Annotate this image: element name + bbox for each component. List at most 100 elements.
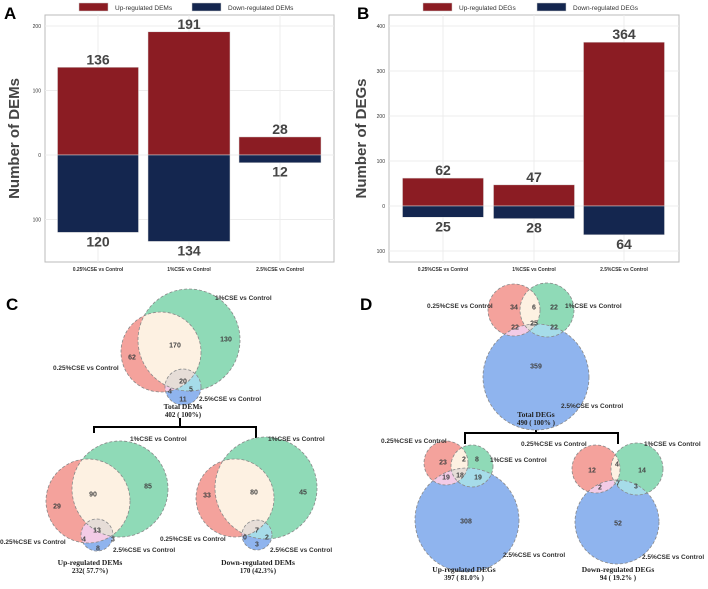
count-ab: 4: [615, 462, 619, 469]
tree-connector-c: [93, 418, 257, 438]
count-abc: 7: [255, 528, 259, 535]
chart-a-dems: 200 100 0 100 136 120 0.25%CSE vs Control 191 13…: [6, 2, 335, 273]
count-a_only: 33: [203, 493, 211, 500]
venn-caption: Up-regulated DEGs: [432, 565, 495, 574]
y-axis-title: Number of DEGs: [353, 78, 370, 198]
count-a_only: 62: [128, 355, 136, 362]
legend-swatch-up: [78, 2, 109, 12]
venn-d-down: 12 4 14 7 2 3 52 0.25%CSE vs Control 1%CSE vs Co…: [521, 441, 704, 582]
count-c_only: 52: [614, 521, 622, 528]
set-circle-c: [575, 480, 659, 564]
y-tick-label: 0: [38, 153, 41, 159]
data-label-down: 64: [616, 236, 632, 252]
data-label-up: 364: [612, 26, 636, 42]
bar-up: [402, 177, 484, 207]
count-ab: 90: [89, 492, 97, 499]
venn-d-total: 34 6 22 25 22 22 359 0.25%CSE vs Control 1%CSE v…: [427, 282, 623, 431]
venn-c-total: 170 130 62 20 4 511 0.25%CSE vs Control 1%CSE v…: [53, 288, 272, 419]
set-outline-c: [414, 467, 520, 573]
x-tick-label: 2.5%CSE vs Control: [256, 267, 304, 273]
count-ac: 0: [243, 535, 247, 542]
panel-label-a: A: [4, 4, 16, 23]
legend-label-down: Down-regulated DEGs: [573, 5, 639, 12]
set-label-a: 0.25%CSE vs Control: [160, 536, 226, 543]
bar-down: [493, 205, 575, 219]
set-outline-b: [519, 282, 575, 338]
venn-caption: Up-regulated DEMs: [58, 558, 123, 567]
set-label-b: 1%CSE vs Control: [130, 436, 187, 443]
set-outline-a: [195, 458, 275, 538]
set-label-c: 2.5%CSE vs Control: [270, 547, 332, 554]
x-tick-label: 0.25%CSE vs Control: [73, 267, 124, 273]
venn-caption-count: 170 (42.3%): [240, 567, 277, 575]
legend-label-up: Up-regulated DEGs: [459, 5, 516, 12]
set-outline-c: [482, 323, 590, 431]
set-label-a: 0.25%CSE vs Control: [427, 303, 493, 310]
set-outline-a: [423, 440, 469, 486]
legend-swatch-up: [422, 2, 453, 12]
count-bc: 19: [474, 475, 482, 482]
y-axis-title: Number of DEMs: [6, 78, 23, 199]
set-label-b: 1%CSE vs Control: [644, 441, 701, 448]
set-label-a: 0.25%CSE vs Control: [521, 441, 587, 448]
set-outline-c: [164, 368, 202, 406]
set-label-c: 2.5%CSE vs Control: [642, 554, 704, 561]
data-label-down: 12: [272, 164, 288, 180]
y-tick-label: 400: [377, 24, 386, 30]
set-outline-b: [610, 442, 664, 496]
legend-swatch-down: [191, 2, 222, 12]
x-tick-label: 1%CSE vs Control: [512, 267, 556, 273]
venn-caption: Total DEMs: [164, 402, 203, 411]
region-ab-fill: [72, 459, 130, 537]
venn-caption-count: 397 ( 81.0% ): [444, 574, 484, 582]
set-label-b: 1%CSE vs Control: [215, 295, 272, 302]
set-outline-c: [80, 518, 114, 552]
x-tick-label: 1%CSE vs Control: [167, 267, 211, 273]
venn-caption-count: 232( 57.7%): [72, 567, 109, 575]
panel-label-d: D: [360, 295, 372, 314]
set-label-b: 1%CSE vs Control: [268, 436, 325, 443]
data-label-up: 191: [177, 16, 201, 32]
set-outline-c: [241, 519, 273, 551]
y-tick-label: 100: [33, 218, 42, 224]
count-b_only: 8: [475, 457, 479, 464]
y-tick-label: 300: [377, 69, 386, 75]
venn-caption-count: 490 ( 100% ): [517, 419, 556, 427]
set-label-a: 0.25%CSE vs Control: [0, 539, 66, 546]
set-outline-a: [487, 283, 541, 337]
count-b_only: 85: [144, 484, 152, 491]
count-ab: 2: [462, 457, 466, 464]
count-ac: 2: [598, 485, 602, 492]
venn-caption-count: 402 ( 100%): [165, 411, 202, 419]
set-circle-c: [415, 468, 519, 572]
bar-down: [57, 154, 139, 233]
region-ab-fill: [215, 459, 274, 537]
count-bc: 3: [111, 537, 115, 544]
count-bc: 22: [550, 325, 558, 332]
set-label-b: 1%CSE vs Control: [490, 457, 547, 464]
count-c_only: 11: [179, 397, 187, 404]
set-outline-a: [571, 444, 621, 494]
data-label-up: 62: [435, 162, 451, 178]
set-outline-b: [71, 440, 169, 538]
y-tick-label: 0: [382, 204, 385, 210]
set-label-a: 0.25%CSE vs Control: [53, 365, 119, 372]
count-b_only: 130: [220, 337, 232, 344]
data-label-up: 136: [86, 51, 110, 67]
legend-label-down: Down-regulated DEMs: [228, 5, 294, 12]
data-label-up: 47: [526, 169, 542, 185]
count-ab: 6: [532, 305, 536, 312]
venn-caption: Total DEGs: [517, 410, 555, 419]
region-ab: [138, 312, 201, 391]
count-b_only: 22: [550, 305, 558, 312]
bar-down: [238, 154, 322, 163]
set-outline-c: [574, 479, 660, 565]
count-abc: 18: [456, 473, 464, 480]
panel-label-b: B: [357, 4, 369, 23]
y-tick-label: 100: [33, 89, 42, 95]
region-ab-fill: [520, 284, 540, 336]
legend-label-up: Up-regulated DEMs: [115, 5, 173, 12]
count-ab: 170: [169, 343, 181, 350]
venn-c-up: 90 85 29 13 4 3 8 0.25%CSE vs Control 1%CSE vs C…: [0, 436, 187, 575]
